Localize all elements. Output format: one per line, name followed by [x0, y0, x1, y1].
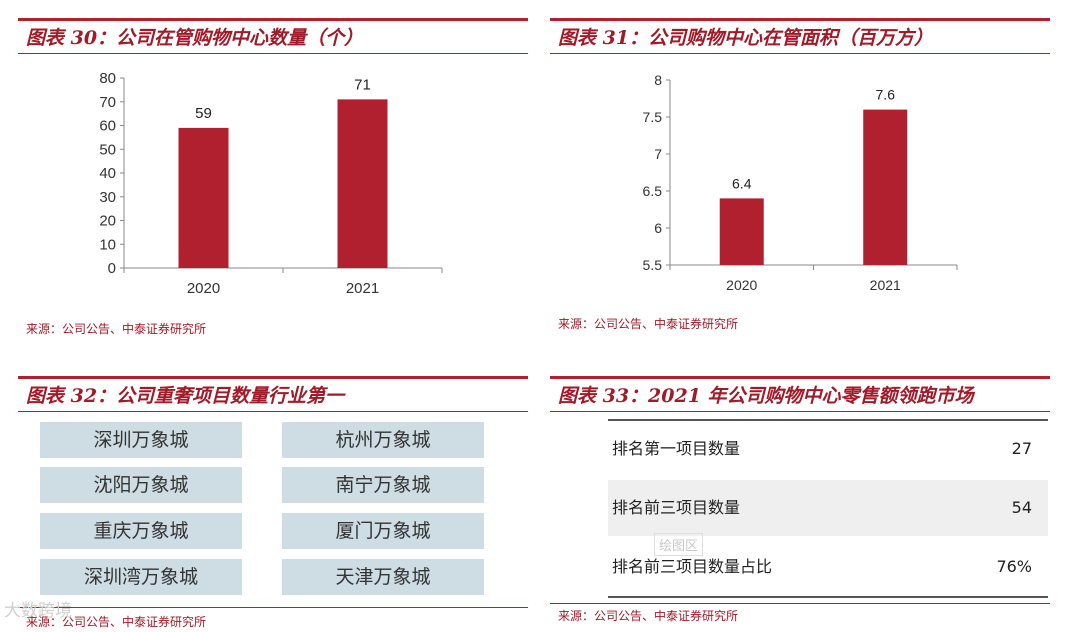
- row-label: 排名前三项目数量占比: [612, 557, 773, 576]
- y-tick-label: 6.5: [643, 183, 663, 199]
- data-label: 59: [195, 105, 212, 122]
- x-tick-label: 2020: [726, 277, 757, 293]
- x-tick-label: 2021: [870, 277, 901, 293]
- row-value: 76%: [996, 557, 1032, 576]
- figure-30-source: 来源：公司公告、中泰证券研究所: [26, 322, 207, 336]
- chart-30: 0 10 20 30 40 50 60 70 80 59 2020 71 2021: [99, 70, 443, 297]
- figure-32-title: 图表 32：公司重奢项目数量行业第一: [18, 376, 528, 412]
- figure-33-title: 图表 33：2021 年公司购物中心零售额领跑市场: [550, 376, 1050, 412]
- y-tick-label: 5.5: [643, 257, 663, 273]
- y-tick-label: 60: [99, 118, 116, 135]
- project-tile: 重庆万象城: [40, 513, 242, 549]
- figure-30-title: 图表 30：公司在管购物中心数量（个）: [18, 18, 528, 54]
- y-tick-label: 6: [654, 220, 662, 236]
- data-label: 71: [354, 76, 371, 93]
- figure-33-panel: 图表 33：2021 年公司购物中心零售额领跑市场 排名第一项目数量 27 排名…: [550, 376, 1050, 632]
- x-tick-label: 2020: [187, 280, 220, 297]
- watermark-left: 大数跨境: [4, 601, 72, 621]
- watermark-center: 绘图区: [654, 533, 704, 556]
- x-tick-label: 2021: [346, 280, 379, 297]
- y-tick-label: 80: [99, 70, 116, 87]
- table-bottom-rule: [608, 596, 1048, 598]
- y-tick-label: 40: [99, 165, 116, 182]
- bar: [719, 198, 764, 265]
- figure-32-source-rule: [18, 607, 528, 608]
- y-tick-label: 0: [108, 260, 116, 277]
- y-tick-label: 50: [99, 141, 116, 158]
- row-value: 54: [1011, 498, 1032, 517]
- figure-31-title: 图表 31：公司购物中心在管面积（百万方）: [550, 18, 1050, 54]
- project-tile: 深圳万象城: [40, 422, 242, 458]
- y-tick-label: 8: [654, 72, 662, 88]
- bar: [178, 127, 229, 268]
- figure-32-source: 来源：公司公告、中泰证券研究所: [26, 615, 207, 629]
- project-tile: 天津万象城: [282, 559, 484, 595]
- row-label: 排名第一项目数量: [612, 439, 741, 458]
- project-tile: 沈阳万象城: [40, 467, 242, 503]
- figure-32-panel: 图表 32：公司重奢项目数量行业第一 深圳万象城 杭州万象城 沈阳万象城 南宁万…: [18, 376, 528, 632]
- bar: [337, 99, 388, 268]
- table-row: 排名第一项目数量 27: [608, 421, 1048, 477]
- data-label: 7.6: [876, 87, 896, 103]
- y-tick-label: 70: [99, 94, 116, 111]
- y-tick-label: 10: [99, 236, 116, 253]
- table-top-rule: [608, 419, 1048, 421]
- figure-33-source-rule: [550, 603, 1050, 604]
- figure-30-panel: 图表 30：公司在管购物中心数量（个） 0 10 20 30 40 50 60 70 80 59 2…: [18, 18, 528, 348]
- project-tile: 杭州万象城: [282, 422, 484, 458]
- y-tick-label: 7.5: [643, 109, 663, 125]
- project-tile: 南宁万象城: [282, 467, 484, 503]
- chart-31: 5.5 6 6.5 7 7.5 8 6.4 2020 7.6 2021: [643, 72, 958, 293]
- figure-33-source: 来源：公司公告、中泰证券研究所: [558, 609, 739, 623]
- figure-31-source: 来源：公司公告、中泰证券研究所: [558, 317, 739, 331]
- figure-31-panel: 图表 31：公司购物中心在管面积（百万方） 5.5 6 6.5 7 7.5 8 6.4 202…: [550, 18, 1050, 338]
- data-label: 6.4: [732, 175, 752, 191]
- table-row: 排名前三项目数量占比 76%: [608, 539, 1048, 595]
- y-tick-label: 7: [654, 146, 662, 162]
- y-tick-label: 30: [99, 189, 116, 206]
- project-tile: 厦门万象城: [282, 513, 484, 549]
- bar: [863, 109, 908, 265]
- row-label: 排名前三项目数量: [612, 498, 741, 517]
- project-tile: 深圳湾万象城: [40, 559, 242, 595]
- row-value: 27: [1011, 439, 1032, 458]
- table-row: 排名前三项目数量 54: [608, 480, 1048, 536]
- y-tick-label: 20: [99, 213, 116, 230]
